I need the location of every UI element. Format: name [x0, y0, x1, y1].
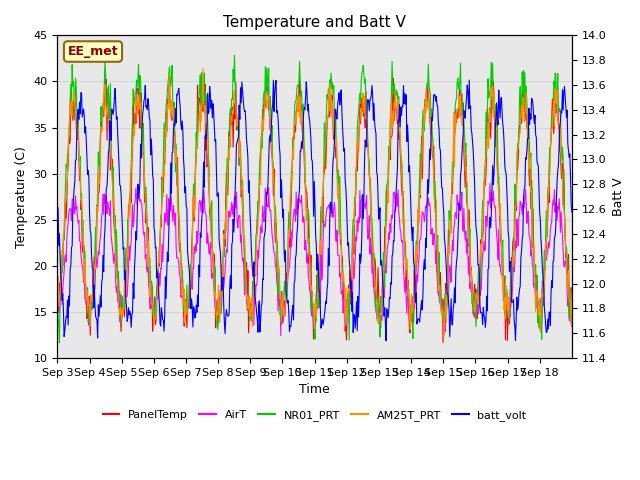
Text: EE_met: EE_met	[68, 45, 118, 58]
Title: Temperature and Batt V: Temperature and Batt V	[223, 15, 406, 30]
X-axis label: Time: Time	[300, 383, 330, 396]
Y-axis label: Batt V: Batt V	[612, 177, 625, 216]
Y-axis label: Temperature (C): Temperature (C)	[15, 146, 28, 248]
Legend: PanelTemp, AirT, NR01_PRT, AM25T_PRT, batt_volt: PanelTemp, AirT, NR01_PRT, AM25T_PRT, ba…	[99, 406, 531, 425]
